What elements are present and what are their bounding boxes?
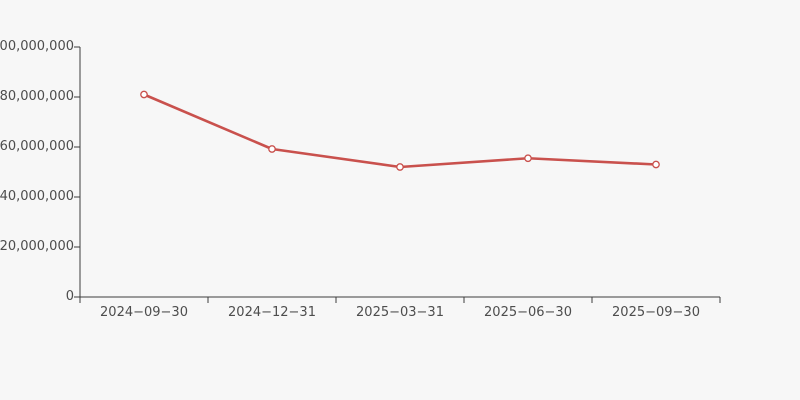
data-point-marker bbox=[268, 145, 276, 153]
y-axis-tick-label: 40,000,000 bbox=[0, 189, 74, 204]
x-axis-tick-label: 2025−06−30 bbox=[484, 305, 572, 320]
x-axis-tick-label: 2024−12−31 bbox=[228, 305, 316, 320]
data-point-marker bbox=[524, 154, 532, 163]
data-point-marker bbox=[140, 90, 148, 99]
data-point-marker bbox=[396, 163, 404, 171]
data-point-marker bbox=[652, 160, 660, 169]
y-axis-tick-label: 60,000,000 bbox=[0, 139, 74, 154]
y-axis-tick-label: 100,000,000 bbox=[0, 39, 74, 54]
axis-lines bbox=[79, 47, 720, 298]
y-axis-tick-label: 80,000,000 bbox=[0, 89, 74, 104]
y-axis-tick-label: 20,000,000 bbox=[0, 239, 74, 254]
x-axis-tick-label: 2025−09−30 bbox=[612, 305, 700, 320]
x-axis-tick-label: 2025−03−31 bbox=[356, 305, 444, 320]
y-axis-tick-label: 0 bbox=[65, 289, 74, 304]
series-line bbox=[142, 93, 658, 169]
x-axis-tick-label: 2024−09−30 bbox=[100, 305, 188, 320]
